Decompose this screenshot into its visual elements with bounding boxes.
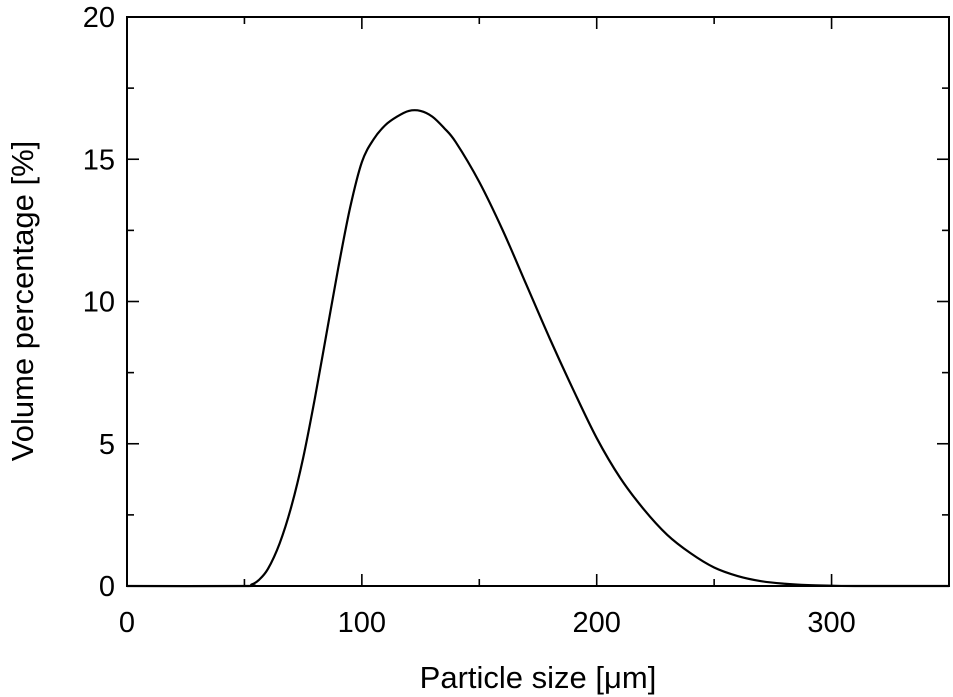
y-tick-label: 20 [83, 2, 115, 34]
y-tick-label: 15 [83, 144, 115, 176]
axis-tick-labels: 0 100 200 300 0 5 10 15 20 [83, 2, 856, 639]
x-tick-label: 0 [119, 607, 135, 639]
x-tick-label: 200 [573, 607, 621, 639]
plot-frame [126, 16, 950, 587]
y-tick-label: 0 [99, 571, 115, 603]
volume-distribution-curve [125, 109, 951, 588]
y-tick-label: 5 [99, 429, 115, 461]
x-tick-label: 100 [338, 607, 386, 639]
x-axis-label: Particle size [μm] [420, 660, 657, 695]
axis-ticks [126, 16, 950, 587]
y-axis-label: Volume percentage [%] [5, 141, 40, 462]
x-tick-label: 300 [807, 607, 855, 639]
y-tick-label: 10 [83, 287, 115, 319]
